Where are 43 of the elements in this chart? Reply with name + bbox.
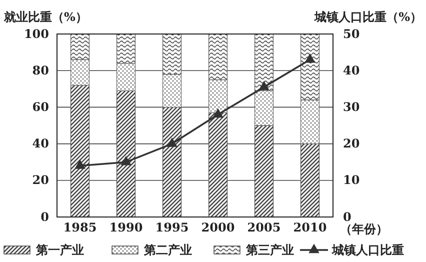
y-tick-label: 0 [40, 210, 49, 224]
y2-tick-label: 20 [343, 136, 360, 151]
bar [70, 59, 90, 86]
bar [300, 100, 320, 144]
bar [116, 34, 136, 64]
legend-label: 城镇人口比重 [331, 243, 404, 257]
y-tick-label: 80 [32, 63, 49, 78]
y-tick-label: 20 [32, 173, 49, 188]
y2-axis-title: 城镇人口比重（%） [314, 10, 422, 24]
x-tick-label: 2000 [201, 220, 235, 235]
x-tick-label: 1985 [63, 220, 97, 235]
legend-label: 第一产业 [35, 243, 84, 257]
point [258, 80, 270, 90]
x-axis-title: （年份） [340, 222, 388, 236]
bar [208, 34, 228, 80]
y2-tick-label: 50 [343, 26, 360, 41]
bar [300, 34, 320, 100]
y2-tick-label: 10 [343, 173, 360, 188]
legend-label: 第二产业 [143, 243, 192, 257]
x-tick-label: 1995 [155, 220, 189, 235]
bar [70, 34, 90, 60]
y2-tick-label: 0 [343, 210, 352, 224]
point [166, 138, 178, 147]
bar [208, 79, 228, 113]
y-tick-label: 40 [32, 136, 49, 151]
bar [254, 90, 274, 126]
y-tick-label: 100 [24, 26, 49, 41]
point [74, 160, 86, 169]
point [120, 156, 132, 166]
x-tick-label: 2010 [293, 220, 327, 235]
x-tick-label: 1990 [109, 220, 143, 235]
y2-tick-label: 30 [343, 100, 360, 114]
legend-label: 第三产业 [245, 243, 294, 257]
bar [116, 62, 136, 92]
x-tick-label: 2005 [247, 220, 281, 235]
y-tick-label: 60 [32, 100, 49, 114]
y-axis-title: 就业比重（%） [3, 10, 88, 24]
bar [254, 34, 274, 92]
y2-tick-label: 40 [343, 63, 360, 78]
bar [162, 34, 182, 75]
bar [162, 74, 182, 108]
point [304, 53, 316, 63]
point [212, 108, 224, 118]
